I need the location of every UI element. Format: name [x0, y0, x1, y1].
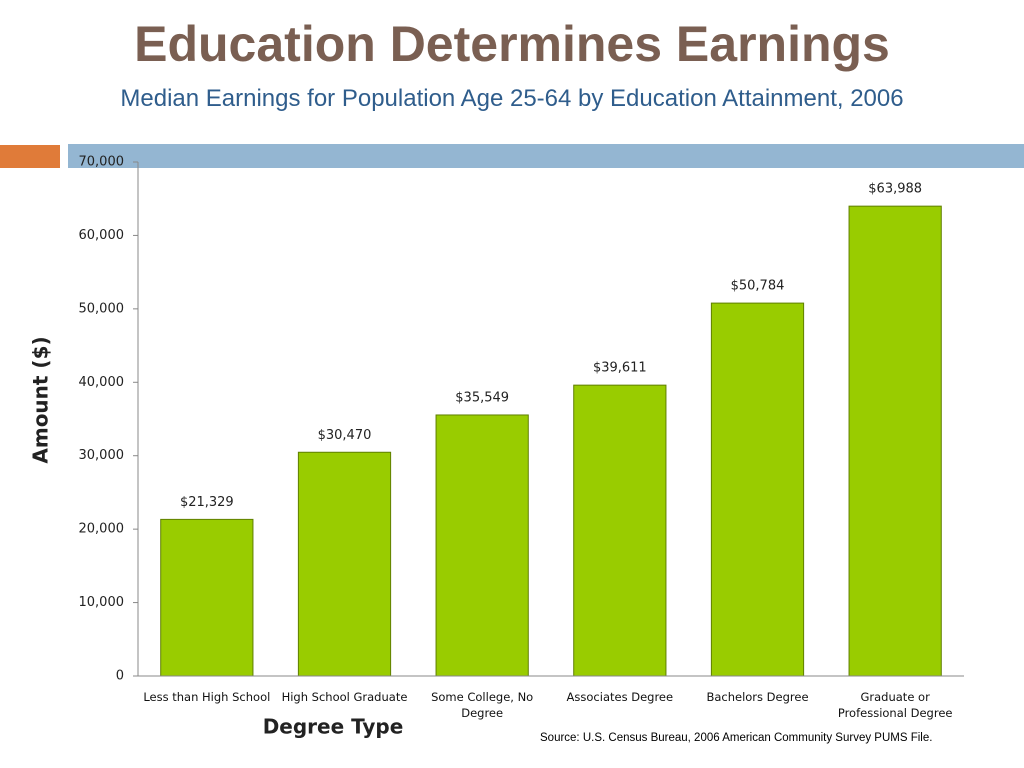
x-tick-label: Some College, No Degree: [431, 690, 534, 720]
y-axis-label: Amount ($): [29, 336, 53, 463]
bar: [297, 451, 392, 677]
value-label: $50,784: [731, 279, 785, 294]
y-tick-label: 40,000: [79, 375, 125, 390]
y-tick-label: 0: [116, 669, 124, 684]
x-axis-label: Degree Type: [263, 715, 404, 739]
bar: [710, 302, 805, 677]
value-label: $39,611: [593, 361, 647, 376]
value-label: $30,470: [318, 428, 372, 443]
y-tick-label: 10,000: [79, 595, 125, 610]
bar: [160, 518, 254, 677]
x-tick-label: Bachelors Degree: [706, 690, 809, 704]
value-label: $35,549: [455, 390, 509, 405]
y-tick-label: 70,000: [79, 155, 125, 170]
value-label: $21,329: [180, 495, 234, 510]
bar: [573, 384, 667, 677]
y-tick-label: 20,000: [79, 522, 125, 537]
accent-blue: [68, 144, 1024, 168]
y-tick-label: 50,000: [79, 301, 125, 316]
subtitle: Median Earnings for Population Age 25-64…: [120, 85, 904, 112]
x-tick-label: Less than High School: [143, 690, 271, 704]
title: Education Determines Earnings: [134, 16, 890, 72]
x-tick-label: Associates Degree: [566, 690, 674, 704]
accent-orange: [0, 145, 60, 168]
bar: [435, 414, 529, 677]
value-label: $63,988: [868, 182, 922, 197]
x-tick-label: High School Graduate: [281, 690, 408, 704]
source-note: Source: U.S. Census Bureau, 2006 America…: [540, 732, 933, 744]
x-tick-label: Graduate or Professional Degree: [837, 690, 953, 720]
y-tick-label: 60,000: [79, 228, 125, 243]
bar: [848, 205, 942, 677]
y-tick-label: 30,000: [79, 448, 125, 463]
